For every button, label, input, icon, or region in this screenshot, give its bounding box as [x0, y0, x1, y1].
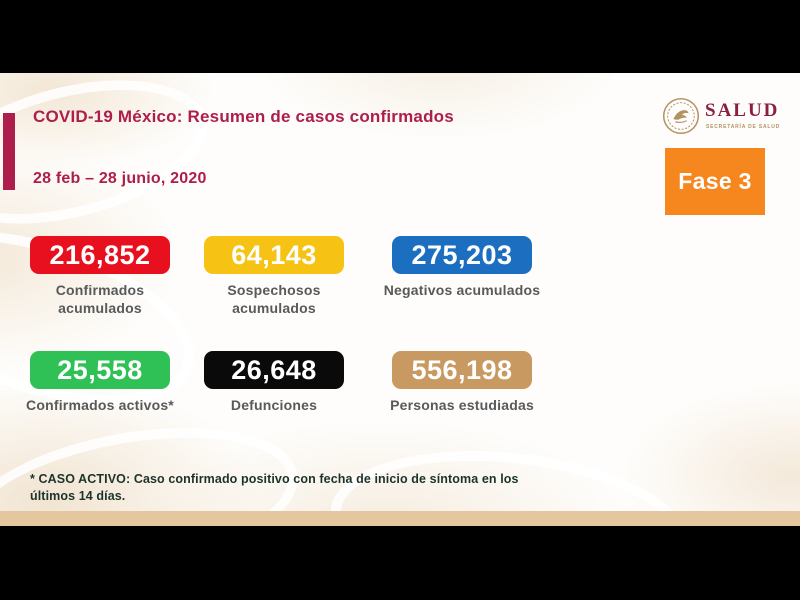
stat-negativos-acumulados: 275,203 Negativos acumulados [377, 236, 547, 299]
stat-value-tile: 216,852 [30, 236, 170, 274]
stat-label: Sospechosos acumulados [227, 282, 321, 317]
date-range: 28 feb – 28 junio, 2020 [33, 170, 207, 187]
stat-defunciones: 26,648 Defunciones [189, 351, 359, 414]
stat-label: Confirmados acumulados [55, 282, 145, 317]
letterbox-top [0, 0, 800, 73]
phase-badge: Fase 3 [665, 148, 765, 215]
stat-confirmados-activos: 25,558 Confirmados activos* [15, 351, 185, 414]
salud-wordmark: SALUD [705, 100, 780, 121]
stat-value-tile: 25,558 [30, 351, 170, 389]
slide: COVID-19 México: Resumen de casos confir… [0, 73, 800, 511]
stat-value-tile: 275,203 [392, 236, 532, 274]
footnote: * CASO ACTIVO: Caso confirmado positivo … [30, 472, 519, 503]
stat-personas-estudiadas: 556,198 Personas estudiadas [377, 351, 547, 414]
stat-label: Defunciones [230, 397, 318, 413]
salud-seal-icon [662, 97, 700, 135]
stat-sospechosos-acumulados: 64,143 Sospechosos acumulados [189, 236, 359, 317]
stat-confirmados-acumulados: 216,852 Confirmados acumulados [15, 236, 185, 317]
stat-label: Negativos acumulados [383, 282, 541, 298]
salud-subtitle: SECRETARÍA DE SALUD [706, 124, 781, 130]
stat-label: Personas estudiadas [390, 397, 534, 413]
background-swirl [0, 73, 222, 249]
stat-value-tile: 556,198 [392, 351, 532, 389]
salud-logo: SALUD SECRETARÍA DE SALUD [662, 97, 792, 141]
page-title: COVID-19 México: Resumen de casos confir… [33, 107, 454, 126]
stat-value-tile: 26,648 [204, 351, 344, 389]
bottom-tan-strip [0, 511, 800, 526]
title-accent-bar [3, 113, 15, 190]
stat-label: Confirmados activos* [26, 397, 174, 413]
letterbox-bottom [0, 526, 800, 600]
stat-value-tile: 64,143 [204, 236, 344, 274]
